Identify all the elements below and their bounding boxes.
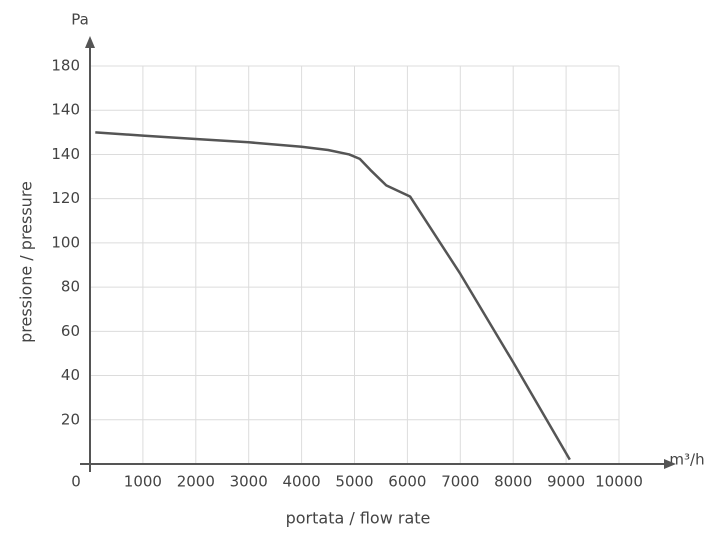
- x-tick-label: 2000: [177, 473, 215, 491]
- y-tick-label: 140: [51, 101, 80, 119]
- x-tick-label: 6000: [388, 473, 426, 491]
- x-tick-label: 10000: [595, 473, 643, 491]
- y-axis-title: pressione / pressure: [17, 181, 36, 343]
- y-unit: Pa: [71, 11, 89, 29]
- y-tick-label: 180: [51, 57, 80, 75]
- y-tick-label: 20: [61, 410, 80, 428]
- x-tick-label: 9000: [547, 473, 585, 491]
- x-tick-label: 5000: [335, 473, 373, 491]
- x-arrow: [664, 459, 676, 469]
- y-tick-label: 80: [61, 278, 80, 296]
- x-tick-label: 1000: [124, 473, 162, 491]
- x-tick-label: 7000: [441, 473, 479, 491]
- y-tick-label: 40: [61, 366, 80, 384]
- y-tick-label: 100: [51, 233, 80, 251]
- x-tick-label: 4000: [283, 473, 321, 491]
- y-tick-label: 140: [51, 145, 80, 163]
- y-tick-label: 60: [61, 322, 80, 340]
- x-axis-title: portata / flow rate: [286, 509, 431, 528]
- x-tick-label: 3000: [230, 473, 268, 491]
- line: [95, 131, 571, 461]
- y-tick-label: 120: [51, 189, 80, 207]
- x-tick-label: 8000: [494, 473, 532, 491]
- x-unit: m³/h: [669, 451, 704, 469]
- y-arrow: [85, 36, 95, 48]
- x-tick-label: 0: [71, 473, 81, 491]
